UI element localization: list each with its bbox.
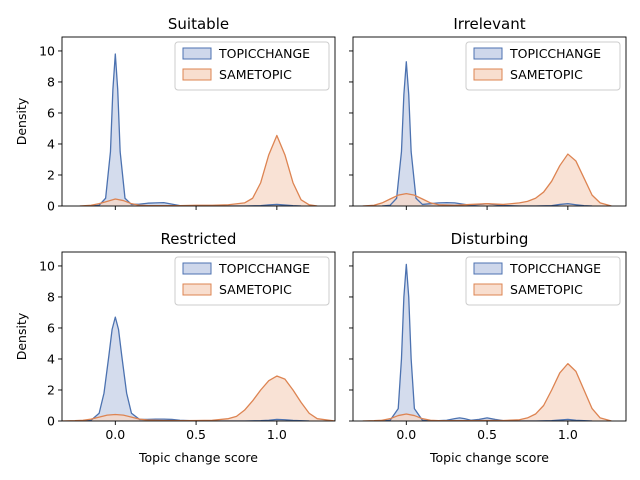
legend: TOPICCHANGE SAMETOPIC	[174, 256, 330, 306]
panel-title: Disturbing	[451, 230, 529, 248]
series-fill-topicchange	[382, 61, 593, 206]
plot-area	[62, 316, 335, 421]
legend: TOPICCHANGE SAMETOPIC	[174, 41, 330, 91]
legend-swatch-topicchange	[182, 262, 212, 275]
plot-area	[79, 53, 318, 206]
series-fill-sametopic	[362, 363, 612, 421]
y-tick-label: 2	[47, 382, 55, 397]
legend-swatch-topicchange	[473, 262, 503, 275]
x-tick-label: 1.0	[558, 427, 578, 442]
panel-title: Suitable	[168, 15, 229, 33]
legend-box	[174, 41, 330, 91]
plot-area	[362, 61, 612, 206]
y-tick-label: 10	[39, 258, 55, 273]
x-axis-label: Topic change score	[138, 450, 258, 465]
y-tick-label: 6	[47, 320, 55, 335]
series-fill-topicchange	[91, 54, 302, 206]
y-tick-label: 0	[47, 199, 55, 214]
series-fill-sametopic	[362, 154, 612, 206]
chart-panel-1: 0 2 4 6 8 10 Suitable Density TOPICCHANGE SAMETOP…	[14, 15, 336, 214]
axes-frame	[61, 36, 336, 207]
x-tick-label: 1.0	[267, 427, 287, 442]
series-line-sametopic	[362, 362, 612, 421]
series-fill-topicchange	[382, 264, 593, 421]
axes-frame	[61, 251, 336, 422]
x-tick-label: 0.0	[105, 427, 125, 442]
axes-frame	[352, 251, 627, 422]
legend-box	[465, 256, 621, 306]
legend-swatch-topicchange	[473, 47, 503, 60]
x-tick-label: 0.0	[396, 427, 416, 442]
legend-label-topicchange: TOPICCHANGE	[509, 46, 601, 61]
legend-box	[465, 41, 621, 91]
legend-swatch-sametopic	[182, 68, 212, 81]
y-tick-label: 2	[47, 167, 55, 182]
panel-title: Irrelevant	[453, 15, 525, 33]
series-line-sametopic	[362, 153, 612, 206]
y-axis-label: Density	[14, 97, 29, 145]
y-tick-label: 8	[47, 74, 55, 89]
legend-label-sametopic: SAMETOPIC	[219, 282, 292, 297]
chart-panel-3: 0 2 4 6 8 10 0.0 0.5 1.0 Restricted Density Topic c…	[14, 230, 336, 465]
panel-title: Restricted	[161, 230, 237, 248]
series-line-sametopic	[62, 375, 335, 421]
y-axis-label: Density	[14, 312, 29, 360]
legend-swatch-sametopic	[473, 283, 503, 296]
y-tick-label: 6	[47, 105, 55, 120]
legend-label-sametopic: SAMETOPIC	[219, 67, 292, 82]
legend-swatch-sametopic	[182, 283, 212, 296]
series-fill-sametopic	[62, 376, 335, 421]
x-axis-label: Topic change score	[429, 450, 549, 465]
legend-swatch-sametopic	[473, 68, 503, 81]
legend-label-topicchange: TOPICCHANGE	[509, 261, 601, 276]
y-tick-label: 10	[39, 43, 55, 58]
y-tick-label: 4	[47, 351, 55, 366]
legend-label-topicchange: TOPICCHANGE	[218, 46, 310, 61]
legend-label-sametopic: SAMETOPIC	[510, 282, 583, 297]
legend-box	[174, 256, 330, 306]
legend-label-topicchange: TOPICCHANGE	[218, 261, 310, 276]
legend-swatch-topicchange	[182, 47, 212, 60]
axes-frame	[352, 36, 627, 207]
legend: TOPICCHANGE SAMETOPIC	[465, 41, 621, 91]
y-tick-label: 4	[47, 136, 55, 151]
x-tick-label: 0.5	[186, 427, 206, 442]
series-line-topicchange	[91, 53, 302, 206]
series-fill-topicchange	[83, 317, 310, 421]
legend: TOPICCHANGE SAMETOPIC	[465, 256, 621, 306]
series-line-topicchange	[82, 316, 310, 421]
x-tick-label: 0.5	[477, 427, 497, 442]
chart-panel-4: 0.0 0.5 1.0 Disturbing Topic change score TOP…	[349, 230, 627, 465]
series-line-sametopic	[79, 134, 318, 206]
y-tick-label: 8	[47, 289, 55, 304]
series-line-topicchange	[382, 61, 593, 206]
chart-panel-2: Irrelevant TOPICCHANGE SAMETOPIC	[349, 15, 627, 210]
legend-label-sametopic: SAMETOPIC	[510, 67, 583, 82]
y-tick-label: 0	[47, 414, 55, 429]
